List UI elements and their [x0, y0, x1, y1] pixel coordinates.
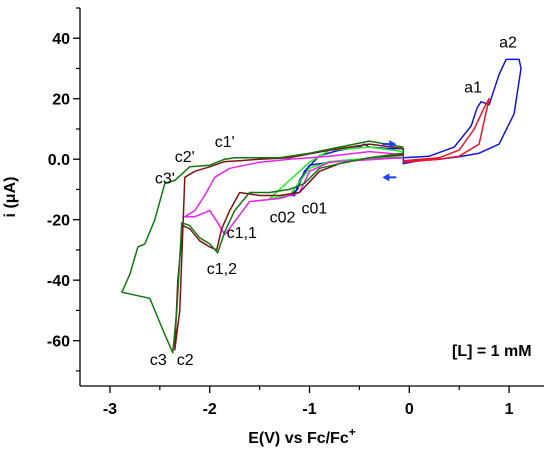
peak-label: c1,1	[227, 225, 257, 242]
y-tick-label: -20	[47, 213, 70, 230]
peak-label: a1	[464, 80, 482, 97]
x-tick-label: -2	[203, 401, 217, 418]
series-line-1	[288, 58, 522, 197]
peak-label: c01	[302, 201, 328, 218]
axes: -3 -2 -1 0 1 -60 -40 -20 0.0 20 40 E(V) vs Fc/Fc+ i …	[2, 7, 544, 447]
series-line-3	[268, 146, 404, 200]
peak-label: c1,2	[207, 261, 237, 278]
peak-label: c3	[150, 352, 167, 369]
x-tick-label: 0	[405, 401, 414, 418]
peak-label: c2'	[175, 149, 195, 166]
series-line-5	[174, 143, 404, 351]
series-group	[121, 58, 522, 354]
y-tick-label: 40	[52, 31, 70, 48]
arrow-head-right	[389, 140, 397, 149]
peak-label: c2	[177, 352, 194, 369]
x-tick-label: -3	[103, 401, 117, 418]
peak-label: c3'	[155, 170, 175, 187]
y-tick-label: -40	[47, 273, 70, 290]
series-line-2	[403, 97, 490, 163]
x-axis-title-superscript: +	[349, 425, 356, 439]
x-tick-label: -1	[302, 401, 316, 418]
x-axis-title: E(V) vs Fc/Fc+	[248, 425, 356, 447]
peak-label: c1'	[215, 134, 235, 151]
y-tick-label: -60	[47, 334, 70, 351]
peak-label: c02	[270, 210, 296, 227]
y-axis-title: i (μA)	[2, 177, 19, 218]
concentration-label: [L] = 1 mM	[452, 343, 532, 360]
annotations: a2 a1 c1' c2'c3' c02 c01 c1,1 c1,2 c3 c2	[150, 34, 517, 369]
x-tick-label: 1	[505, 401, 514, 418]
series-line-6	[121, 140, 404, 354]
arrow-head-left	[382, 173, 390, 182]
y-tick-label: 0.0	[48, 152, 70, 169]
scan-direction-arrows	[382, 140, 397, 182]
peak-label: a2	[499, 34, 517, 51]
x-axis-title-main: E(V) vs Fc/Fc	[248, 430, 349, 447]
y-tick-label: 20	[52, 92, 70, 109]
